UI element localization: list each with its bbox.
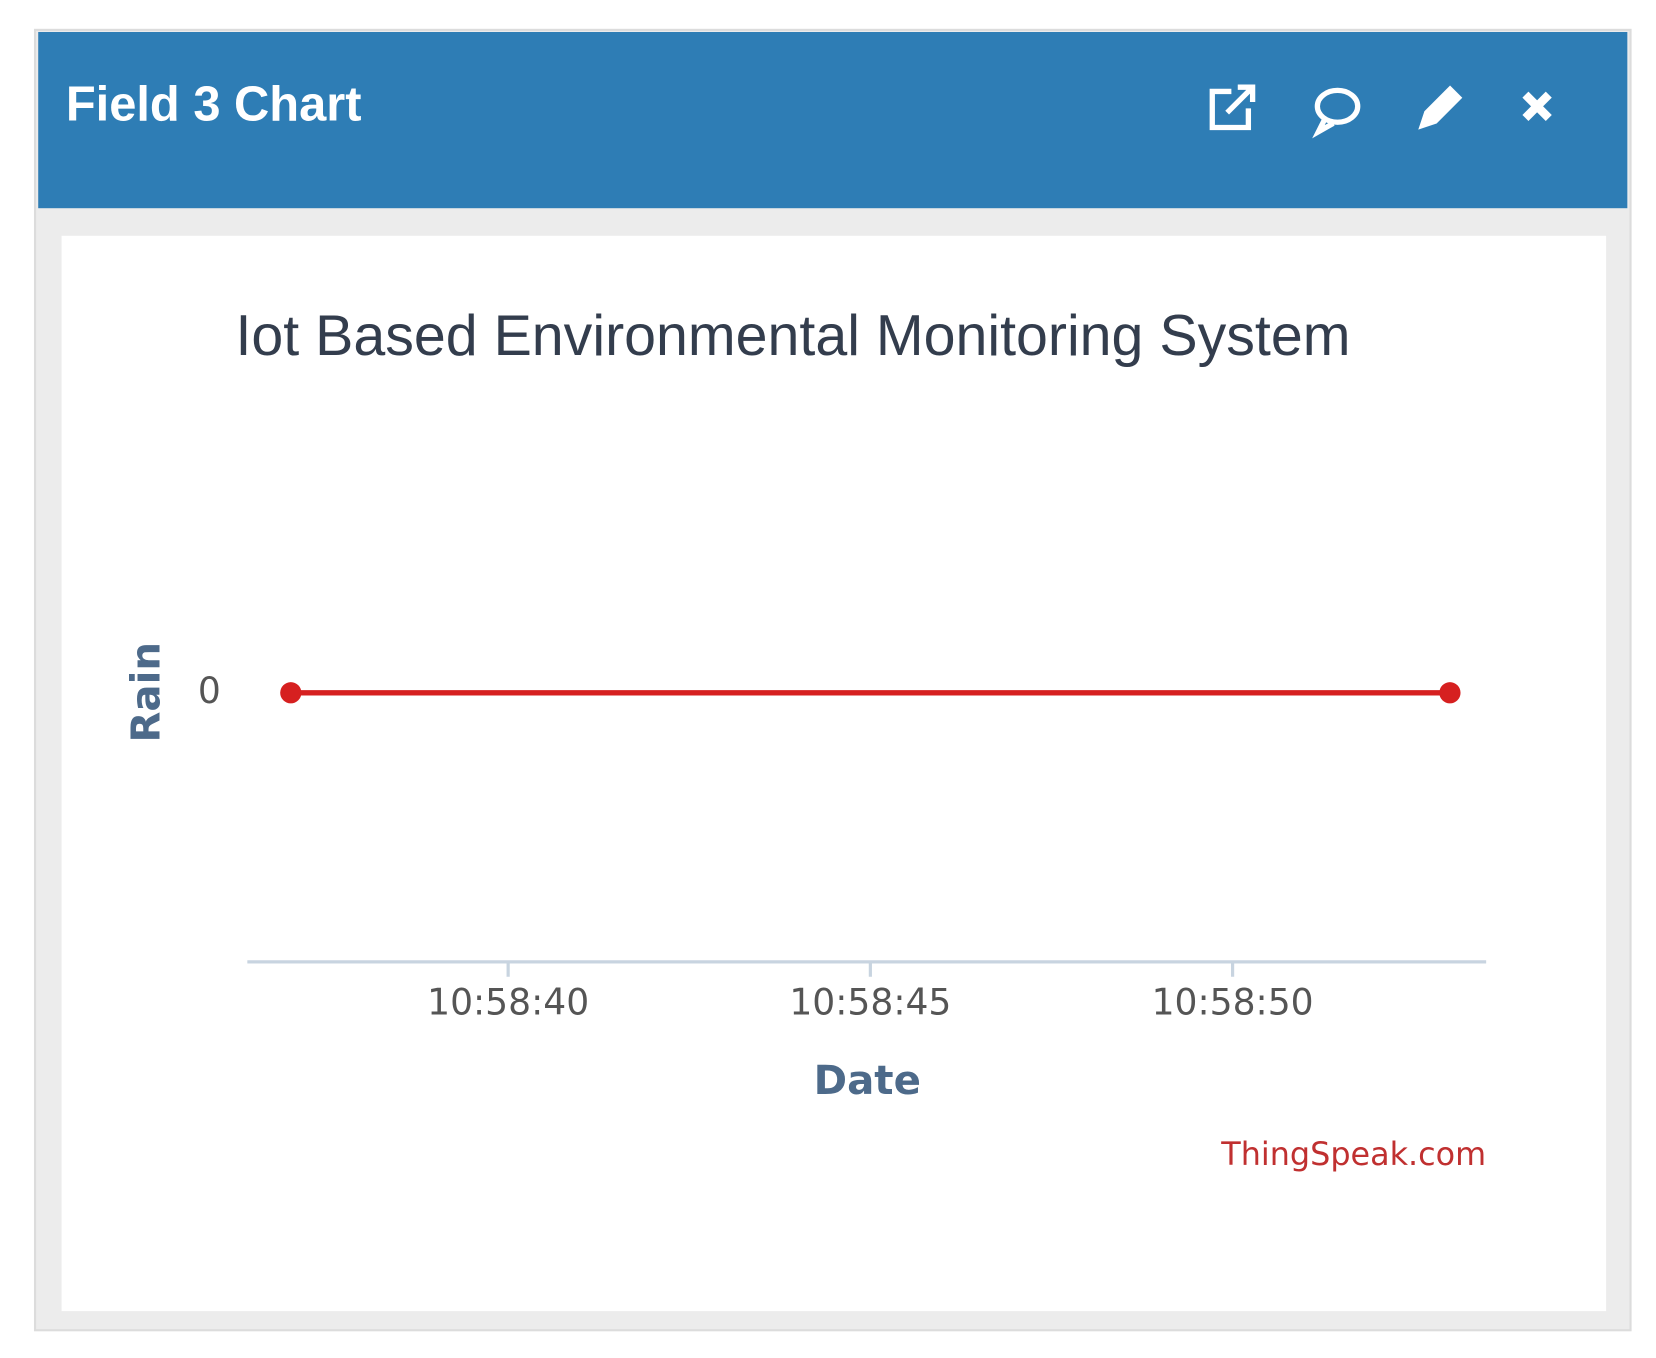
credit: ThingSpeak.com [1220, 1135, 1486, 1173]
header-icons [1209, 84, 1552, 139]
x-tick-label: 10:58:50 [1152, 981, 1314, 1023]
data-point [1439, 682, 1461, 704]
data-point [280, 682, 302, 704]
edit-icon[interactable] [1418, 85, 1463, 130]
x-axis-label: Date [814, 1057, 921, 1104]
x-tick-label: 10:58:45 [789, 981, 951, 1023]
chart-title: Iot Based Environmental Monitoring Syste… [236, 304, 1351, 368]
header-title: Field 3 Chart [66, 77, 362, 131]
y-tick-label: 0 [198, 670, 221, 712]
x-tick-label: 10:58:40 [427, 981, 589, 1023]
open-icon[interactable] [1209, 84, 1256, 131]
close-icon[interactable] [1522, 91, 1552, 121]
y-axis-label: Rain [123, 642, 170, 743]
comment-icon[interactable] [1312, 87, 1361, 139]
chart-panel [61, 235, 1607, 1312]
header-bar [38, 31, 1628, 209]
